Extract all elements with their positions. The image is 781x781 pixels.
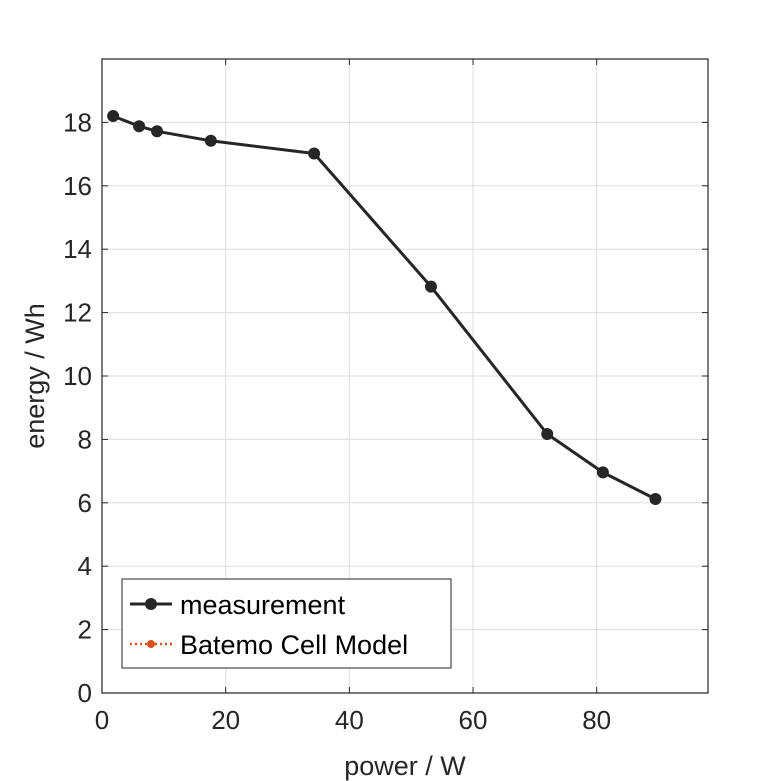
y-tick-label: 18 — [63, 107, 92, 137]
data-point — [151, 125, 164, 138]
data-point — [133, 120, 146, 133]
y-tick-label: 16 — [63, 171, 92, 201]
y-tick-label: 14 — [63, 234, 92, 264]
y-tick-label: 0 — [78, 678, 92, 708]
x-tick-label: 80 — [582, 705, 611, 735]
y-tick-labels: 0 2 4 6 8 10 12 14 16 18 — [63, 107, 92, 708]
axis-ticks — [101, 59, 708, 694]
legend: measurement Batemo Cell Model — [121, 578, 452, 669]
legend-marker — [145, 598, 157, 610]
x-tick-label: 60 — [459, 705, 488, 735]
data-point — [596, 466, 609, 479]
x-axis-label: power / W — [344, 751, 466, 781]
y-tick-label: 12 — [63, 298, 92, 328]
data-point — [107, 110, 120, 123]
series-points — [107, 110, 662, 505]
data-point — [204, 134, 217, 147]
data-point — [541, 428, 554, 441]
y-tick-label: 8 — [78, 424, 92, 454]
x-tick-label: 0 — [95, 705, 109, 735]
x-tick-labels: 0 20 40 60 80 — [95, 705, 611, 735]
legend-marker — [147, 640, 155, 648]
legend-label: Batemo Cell Model — [180, 630, 408, 660]
y-tick-label: 6 — [78, 488, 92, 518]
y-tick-label: 10 — [63, 361, 92, 391]
y-tick-label: 2 — [78, 615, 92, 645]
x-tick-label: 20 — [211, 705, 240, 735]
y-axis-label: energy / Wh — [20, 303, 50, 449]
x-tick-label: 40 — [335, 705, 364, 735]
data-point — [424, 280, 437, 293]
legend-label: measurement — [180, 590, 346, 620]
data-point — [308, 147, 321, 160]
y-tick-label: 4 — [78, 551, 92, 581]
data-point — [649, 492, 662, 505]
legend-box — [121, 578, 452, 669]
grid — [101, 59, 708, 694]
